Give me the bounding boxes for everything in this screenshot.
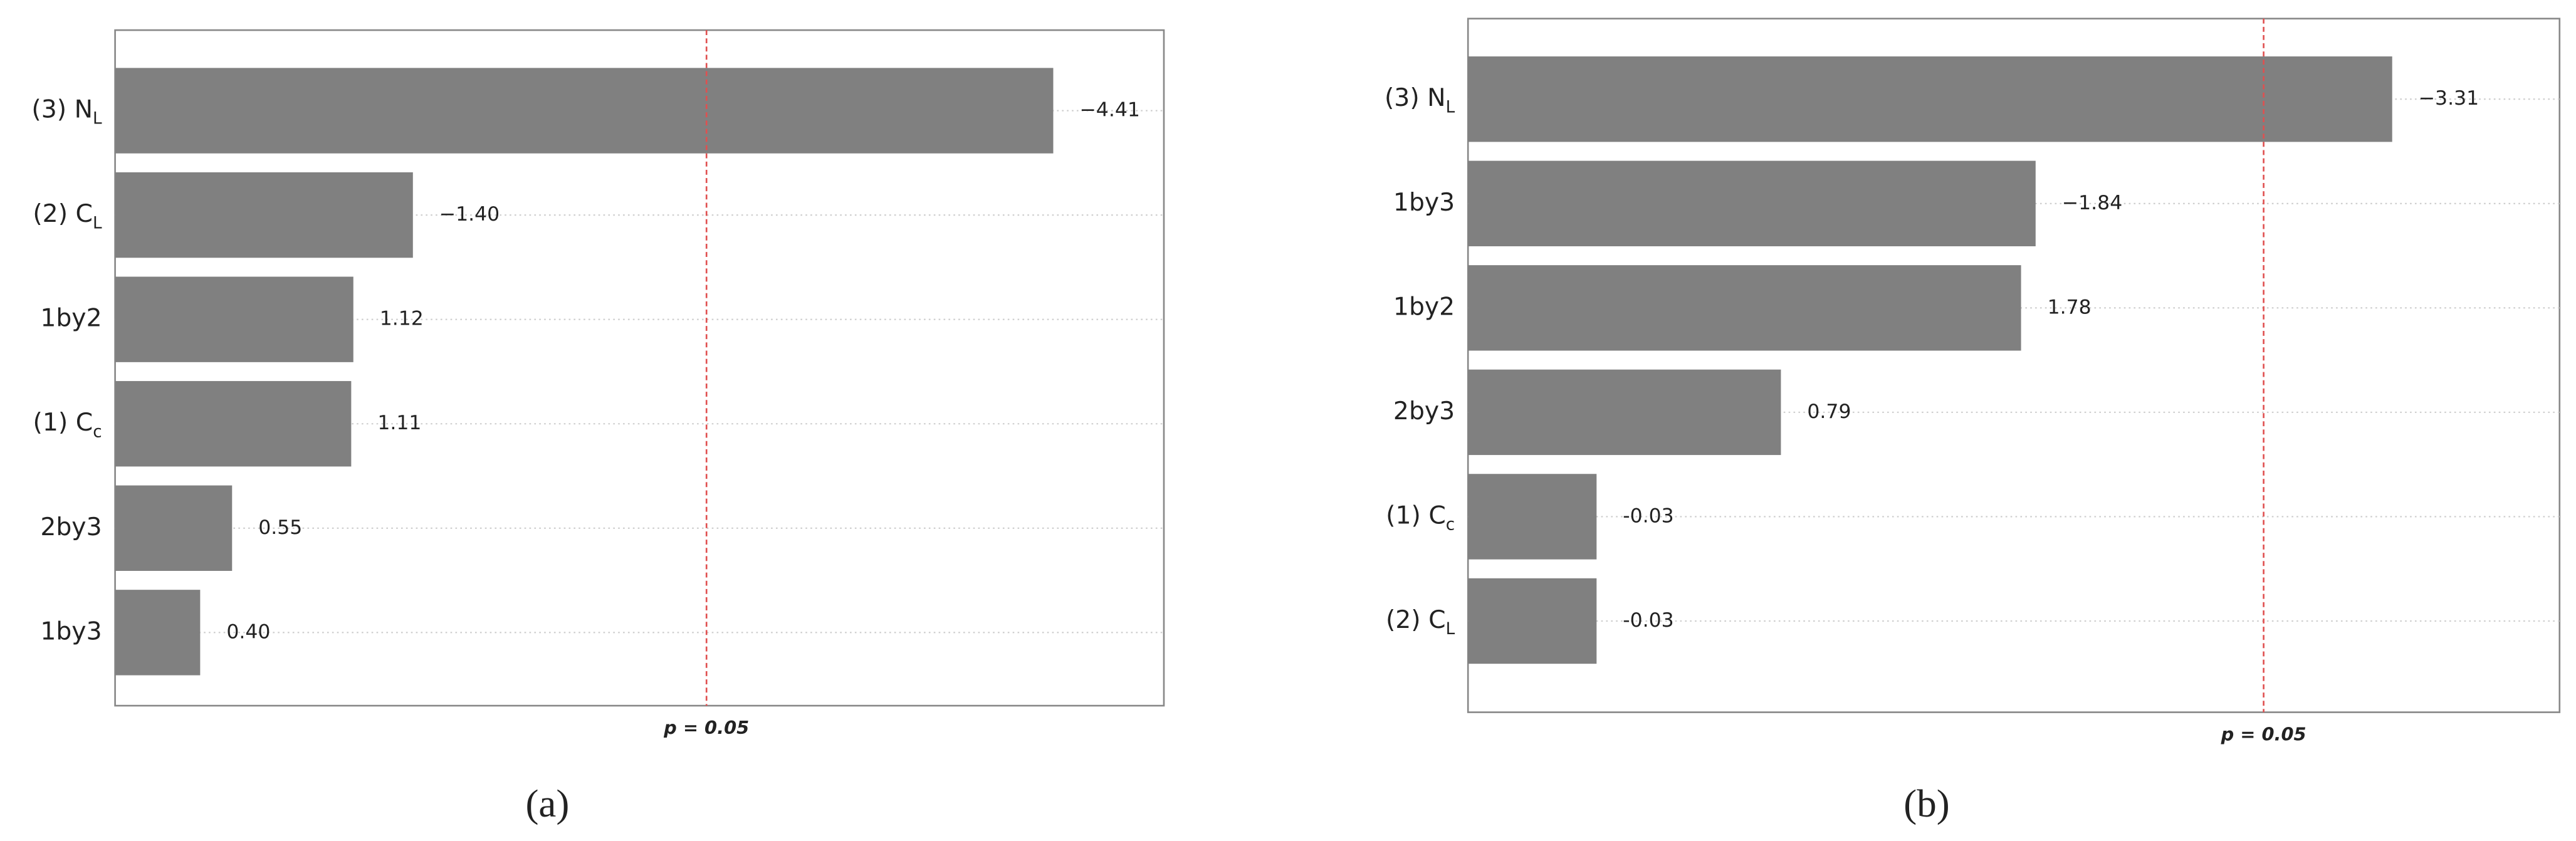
category-text: (1) C	[1386, 501, 1446, 530]
bar	[115, 276, 353, 362]
value-label: −1.84	[2062, 192, 2122, 214]
bar	[1468, 474, 1597, 560]
bar	[1468, 369, 1781, 456]
category-text: 2by3	[1393, 396, 1455, 425]
category-label: (2) CL	[1386, 605, 1455, 638]
value-label: −4.41	[1079, 99, 1139, 122]
value-label: −1.40	[439, 203, 500, 226]
bar	[1468, 265, 2021, 351]
category-label: (3) NL	[31, 95, 102, 128]
value-label: -0.03	[1623, 609, 1673, 632]
category-subscript: L	[93, 214, 102, 232]
category-label: 1by2	[1393, 292, 1455, 321]
category-text: (2) C	[33, 199, 93, 228]
bar	[115, 381, 352, 467]
value-label: -0.03	[1623, 504, 1673, 527]
category-subscript: c	[1446, 515, 1455, 534]
bar	[115, 68, 1054, 154]
bar	[1468, 56, 2392, 142]
category-text: (1) C	[33, 408, 93, 437]
category-label: 1by3	[40, 617, 102, 645]
value-label: 0.79	[1807, 400, 1851, 423]
category-label: (1) Cc	[1386, 501, 1455, 534]
value-label: 1.11	[377, 412, 421, 434]
category-subscript: L	[1446, 98, 1455, 117]
reference-label: p = 0.05	[2221, 723, 2306, 744]
category-subscript: L	[1446, 620, 1455, 639]
category-text: 1by3	[1393, 187, 1455, 216]
category-text: (3) N	[31, 95, 93, 123]
panel-label: (b)	[1903, 781, 1949, 825]
category-text: 1by2	[40, 303, 102, 332]
plot-frame	[114, 29, 1165, 707]
bar	[115, 590, 201, 676]
bar	[115, 172, 413, 258]
value-label: 0.55	[258, 516, 302, 539]
category-text: (3) N	[1385, 83, 1446, 112]
category-label: 2by3	[1393, 396, 1455, 425]
bar	[1468, 160, 2036, 246]
category-label: (3) NL	[1385, 83, 1455, 117]
category-label: 1by2	[40, 303, 102, 332]
value-label: 1.78	[2048, 296, 2092, 318]
bar	[1468, 578, 1597, 664]
category-text: 2by3	[40, 512, 102, 541]
category-text: 1by3	[40, 617, 102, 645]
category-text: (2) C	[1386, 605, 1446, 634]
bar	[115, 485, 233, 571]
category-subscript: L	[93, 109, 102, 128]
value-label: 0.40	[226, 620, 270, 643]
category-label: 2by3	[40, 512, 102, 541]
category-label: (1) Cc	[33, 408, 102, 441]
value-label: −3.31	[2419, 87, 2479, 110]
category-label: 1by3	[1393, 187, 1455, 216]
plot-frame	[1467, 18, 2561, 713]
panel-label: (a)	[525, 781, 569, 825]
reference-label: p = 0.05	[663, 717, 749, 738]
value-label: 1.12	[380, 308, 424, 330]
category-text: 1by2	[1393, 292, 1455, 321]
category-label: (2) CL	[33, 199, 102, 232]
category-subscript: c	[93, 422, 102, 441]
